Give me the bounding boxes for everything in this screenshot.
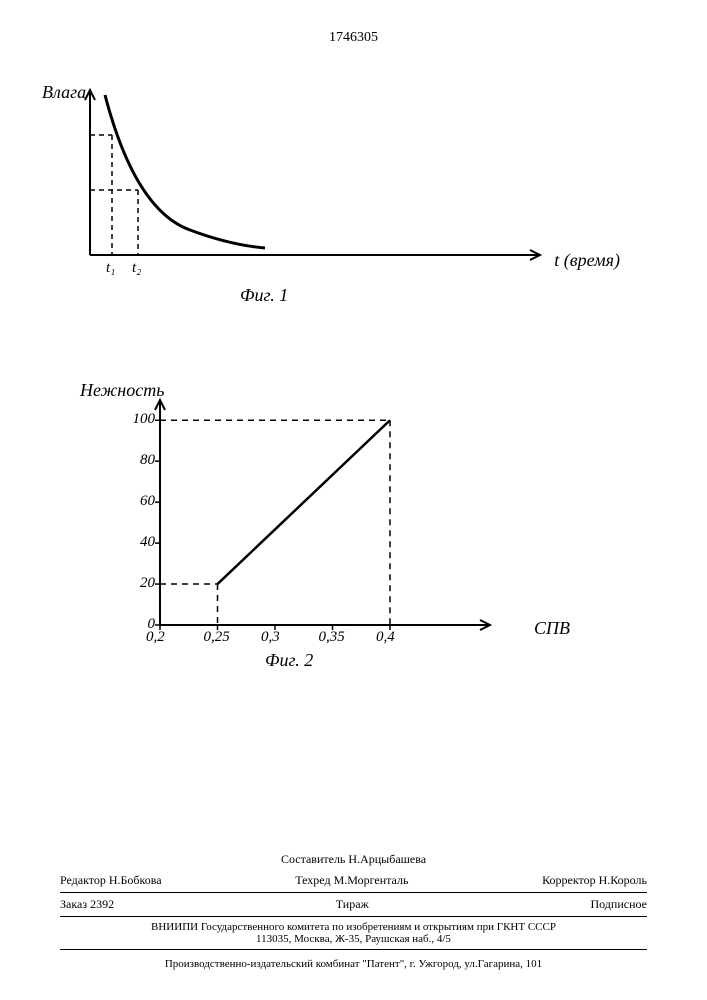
fig1-ylabel: Влага — [42, 82, 86, 103]
composer-name: Н.Арцыбашева — [348, 852, 426, 866]
fig2-xtick-1: 0,25 — [204, 629, 230, 646]
fig2-xtick-4: 0,4 — [376, 629, 395, 646]
fig2-ytick-80: 80 — [125, 452, 155, 469]
fig2-ytick-60: 60 — [125, 493, 155, 510]
publisher: Производственно-издательский комбинат "П… — [60, 949, 647, 970]
footer: Составитель Н.Арцыбашева Редактор Н.Бобк… — [60, 852, 647, 970]
techred-label: Техред — [295, 873, 330, 887]
figure-2: Нежность 020406080100 0,20,250,30,350,4 — [150, 390, 580, 750]
fig2-xtick-3: 0,35 — [319, 629, 345, 646]
fig1-xtick-t1: t₁ — [106, 260, 115, 277]
editor-name: Н.Бобкова — [109, 873, 162, 887]
corrector-name: Н.Король — [599, 873, 647, 887]
org-address: 113035, Москва, Ж-35, Раушская наб., 4/5 — [60, 933, 647, 945]
order-label: Заказ — [60, 897, 87, 911]
doc-number: 1746305 — [0, 30, 707, 46]
corrector-label: Корректор — [542, 873, 596, 887]
fig2-ytick-100: 100 — [125, 411, 155, 428]
circulation-label: Тираж — [336, 897, 369, 912]
fig2-xlabel: СПВ — [534, 618, 570, 639]
fig1-xlabel: t (время) — [554, 250, 620, 271]
figure-1: Влага t (время) t₁ t₂ Фиг. 1 — [90, 90, 610, 320]
techred-name: М.Моргенталь — [334, 873, 409, 887]
fig2-ytick-20: 20 — [125, 575, 155, 592]
subscription: Подписное — [590, 897, 647, 912]
fig2-plot — [150, 390, 580, 670]
fig2-ylabel: Нежность — [80, 380, 164, 401]
fig2-xtick-0: 0,2 — [146, 629, 165, 646]
fig2-xtick-2: 0,3 — [261, 629, 280, 646]
editor-label: Редактор — [60, 873, 106, 887]
fig1-xtick-t2: t₂ — [132, 260, 141, 277]
fig1-plot — [90, 90, 610, 290]
fig1-caption: Фиг. 1 — [240, 285, 288, 306]
composer-label: Составитель — [281, 852, 345, 866]
order-num: 2392 — [90, 897, 114, 911]
fig2-ytick-40: 40 — [125, 534, 155, 551]
org-line: ВНИИПИ Государственного комитета по изоб… — [60, 921, 647, 933]
fig2-caption: Фиг. 2 — [265, 650, 313, 671]
